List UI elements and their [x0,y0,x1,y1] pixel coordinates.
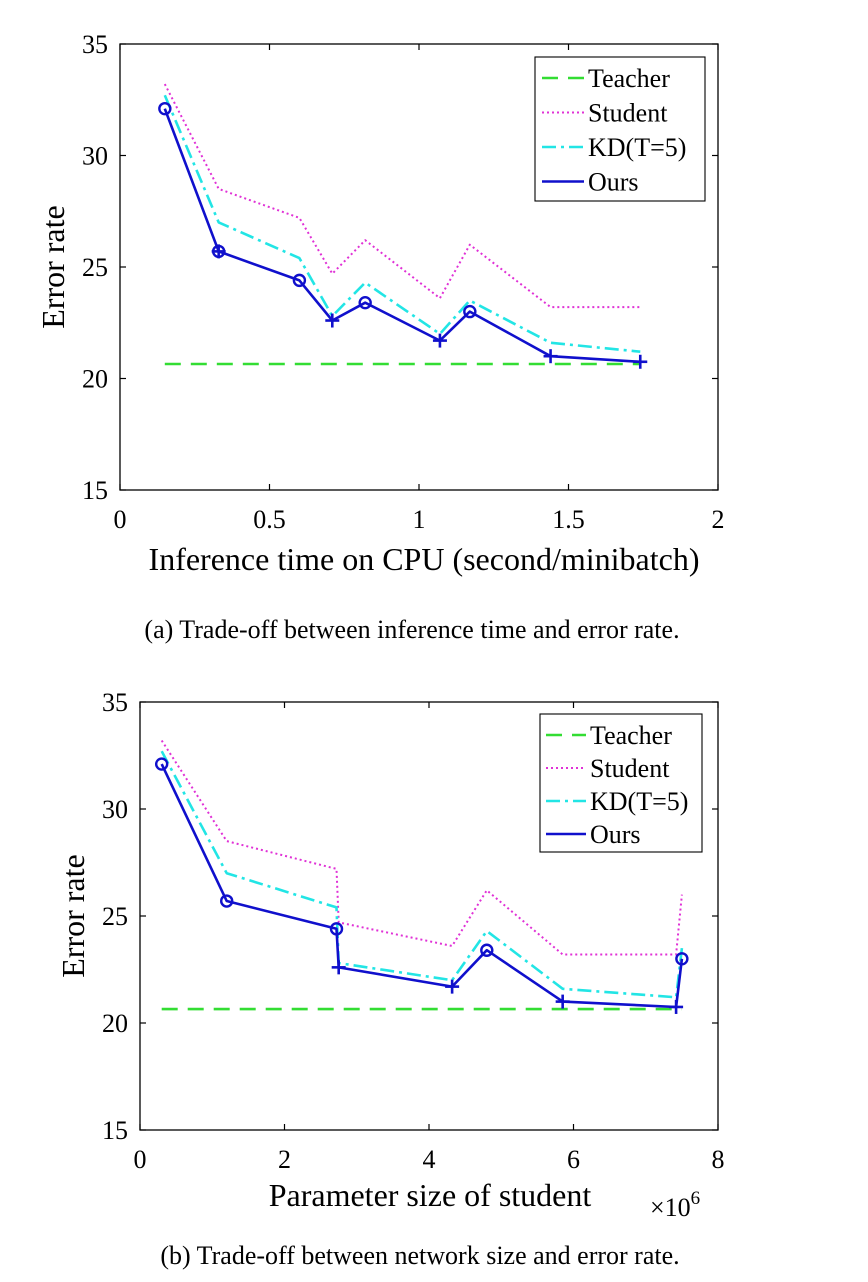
x-tick-label: 0.5 [253,505,286,534]
y-axis-label: Error rate [35,205,71,328]
legend-label: KD(T=5) [590,787,688,816]
data-point-circle [358,295,372,310]
y-tick-label: 20 [102,1009,128,1038]
data-point-plus [669,999,684,1014]
data-point-plus [555,994,570,1009]
data-point-plus [445,979,460,994]
data-point-circle [154,757,169,771]
legend-label: KD(T=5) [588,133,686,162]
caption-a: (a) Trade-off between inference time and… [144,615,679,644]
data-point-plus [543,349,558,364]
data-point-circle [158,101,172,116]
y-tick-label: 25 [82,253,108,282]
y-axis-label: Error rate [55,854,91,977]
x-tick-label: 4 [423,1145,436,1174]
y-tick-label: 35 [82,30,108,59]
series-line-kd-t-5 [160,750,684,999]
y-tick-label: 20 [82,365,108,394]
legend-box [539,713,703,853]
x-tick-label: 1 [413,505,426,534]
chart-a: 0 0.5 1 1.5 2 15 20 25 30 35 Inference time on CP… [35,30,725,577]
series-line-ours [163,108,641,364]
legend: Teacher Student KD(T=5) Ours [534,56,706,202]
x-axis-label: Parameter size of student [269,1177,592,1213]
y-tick-label: 25 [102,902,128,931]
x-tick-label: 6 [567,1145,580,1174]
data-point-circle [219,894,234,908]
data-point-circle [292,273,307,288]
legend: Teacher Student KD(T=5) Ours [539,713,703,853]
data-point-circle [463,304,477,319]
legend-label: Teacher [590,721,672,750]
y-tick-label: 30 [102,795,128,824]
data-point-circle [480,943,494,957]
legend-box [534,56,706,202]
data-point-circle [329,922,344,936]
legend-label: Teacher [588,64,670,93]
y-tick-label: 15 [82,476,108,505]
data-point-plus [325,313,340,328]
x-multiplier-label: ×106 [650,1188,700,1222]
x-tick-label: 1.5 [552,505,585,534]
legend-label: Ours [588,168,639,197]
caption-b: (b) Trade-off between network size and e… [160,1241,679,1270]
data-point-plus [432,333,447,348]
y-tick-label: 15 [102,1116,128,1145]
data-point-circle [675,952,689,966]
x-tick-label: 0 [114,505,127,534]
data-point-plus [211,244,226,259]
legend-label: Student [590,754,670,783]
legend-label: Ours [590,820,641,849]
x-multiplier-exponent: 6 [691,1188,701,1209]
y-tick-label: 35 [102,688,128,717]
x-axis-label: Inference time on CPU (second/minibatch) [149,541,700,577]
series-line-kd-t-5 [163,94,641,353]
x-tick-label: 2 [278,1145,291,1174]
x-tick-label: 8 [712,1145,725,1174]
x-tick-label: 0 [134,1145,147,1174]
x-tick-label: 2 [712,505,725,534]
data-point-plus [633,354,648,369]
data-point-plus [331,960,346,975]
y-tick-label: 30 [82,142,108,171]
legend-label: Student [588,99,668,128]
series-line-student [163,83,641,309]
